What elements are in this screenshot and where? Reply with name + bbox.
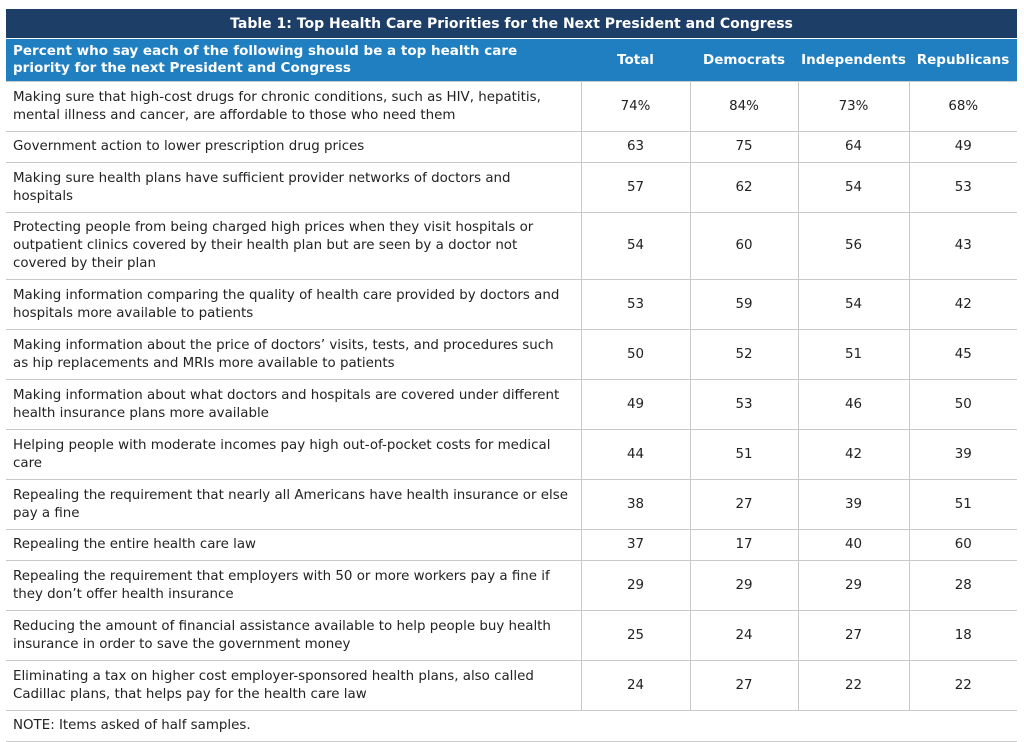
row-item-label: Making information about the price of do…	[6, 329, 582, 380]
header-republicans: Republicans	[909, 38, 1018, 82]
table-note: NOTE: Items asked of half samples.	[6, 710, 1018, 742]
cell-democrats: 17	[690, 529, 799, 561]
cell-republicans: 51	[909, 479, 1018, 530]
header-row: Percent who say each of the following sh…	[6, 38, 1018, 82]
table-title: Table 1: Top Health Care Priorities for …	[6, 9, 1018, 39]
cell-democrats: 29	[690, 560, 799, 611]
cell-democrats: 59	[690, 279, 799, 330]
cell-total: 53	[581, 279, 691, 330]
cell-democrats: 84%	[690, 81, 799, 132]
row-item-label: Making sure health plans have sufficient…	[6, 162, 582, 213]
cell-total: 57	[581, 162, 691, 213]
row-item-label: Eliminating a tax on higher cost employe…	[6, 660, 582, 711]
cell-independents: 27	[798, 610, 910, 661]
cell-democrats: 60	[690, 212, 799, 280]
header-independents: Independents	[798, 38, 909, 82]
table-row: Making information comparing the quality…	[6, 279, 1018, 330]
cell-democrats: 51	[690, 429, 799, 480]
header-item: Percent who say each of the following sh…	[6, 38, 581, 82]
cell-republicans: 18	[909, 610, 1018, 661]
cell-republicans: 43	[909, 212, 1018, 280]
cell-republicans: 42	[909, 279, 1018, 330]
cell-total: 24	[581, 660, 691, 711]
row-item-label: Making information comparing the quality…	[6, 279, 582, 330]
cell-total: 50	[581, 329, 691, 380]
cell-independents: 29	[798, 560, 910, 611]
table-row: Making information about the price of do…	[6, 329, 1018, 380]
cell-total: 54	[581, 212, 691, 280]
table-row: Eliminating a tax on higher cost employe…	[6, 660, 1018, 711]
priorities-table: Table 1: Top Health Care Priorities for …	[6, 9, 1018, 742]
table-row: Helping people with moderate incomes pay…	[6, 429, 1018, 480]
cell-total: 29	[581, 560, 691, 611]
cell-republicans: 28	[909, 560, 1018, 611]
cell-republicans: 39	[909, 429, 1018, 480]
table-row: Making sure health plans have sufficient…	[6, 162, 1018, 213]
table-row: Making information about what doctors an…	[6, 379, 1018, 430]
cell-total: 37	[581, 529, 691, 561]
cell-total: 49	[581, 379, 691, 430]
cell-republicans: 50	[909, 379, 1018, 430]
cell-independents: 40	[798, 529, 910, 561]
table-row: Reducing the amount of financial assista…	[6, 610, 1018, 661]
cell-total: 44	[581, 429, 691, 480]
cell-independents: 39	[798, 479, 910, 530]
cell-republicans: 49	[909, 131, 1018, 163]
cell-total: 74%	[581, 81, 691, 132]
cell-total: 63	[581, 131, 691, 163]
table-row: Making sure that high-cost drugs for chr…	[6, 81, 1018, 132]
row-item-label: Repealing the requirement that nearly al…	[6, 479, 582, 530]
cell-independents: 46	[798, 379, 910, 430]
row-item-label: Helping people with moderate incomes pay…	[6, 429, 582, 480]
cell-democrats: 62	[690, 162, 799, 213]
cell-independents: 42	[798, 429, 910, 480]
row-item-label: Protecting people from being charged hig…	[6, 212, 582, 280]
table-row: Repealing the requirement that employers…	[6, 560, 1018, 611]
table-row: Government action to lower prescription …	[6, 131, 1018, 163]
table-row: Repealing the entire health care law 37 …	[6, 529, 1018, 561]
row-item-label: Making sure that high-cost drugs for chr…	[6, 81, 582, 132]
cell-total: 38	[581, 479, 691, 530]
row-item-label: Government action to lower prescription …	[6, 131, 582, 163]
row-item-label: Making information about what doctors an…	[6, 379, 582, 430]
cell-independents: 64	[798, 131, 910, 163]
cell-democrats: 52	[690, 329, 799, 380]
cell-republicans: 68%	[909, 81, 1018, 132]
cell-independents: 56	[798, 212, 910, 280]
table-row: Protecting people from being charged hig…	[6, 212, 1018, 280]
note-row: NOTE: Items asked of half samples.	[6, 710, 1018, 742]
cell-democrats: 24	[690, 610, 799, 661]
cell-republicans: 53	[909, 162, 1018, 213]
row-item-label: Reducing the amount of financial assista…	[6, 610, 582, 661]
title-row: Table 1: Top Health Care Priorities for …	[6, 9, 1018, 39]
cell-democrats: 53	[690, 379, 799, 430]
cell-democrats: 75	[690, 131, 799, 163]
cell-republicans: 22	[909, 660, 1018, 711]
cell-democrats: 27	[690, 660, 799, 711]
cell-independents: 51	[798, 329, 910, 380]
cell-republicans: 45	[909, 329, 1018, 380]
cell-total: 25	[581, 610, 691, 661]
row-item-label: Repealing the requirement that employers…	[6, 560, 582, 611]
header-total: Total	[581, 38, 690, 82]
cell-independents: 54	[798, 279, 910, 330]
cell-independents: 22	[798, 660, 910, 711]
cell-independents: 54	[798, 162, 910, 213]
header-democrats: Democrats	[690, 38, 798, 82]
cell-independents: 73%	[798, 81, 910, 132]
cell-democrats: 27	[690, 479, 799, 530]
row-item-label: Repealing the entire health care law	[6, 529, 582, 561]
cell-republicans: 60	[909, 529, 1018, 561]
table-row: Repealing the requirement that nearly al…	[6, 479, 1018, 530]
